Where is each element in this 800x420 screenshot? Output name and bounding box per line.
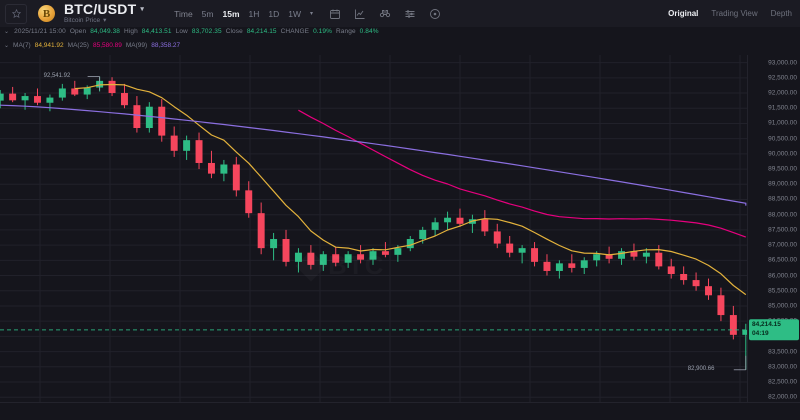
timeframe-bar: Time 5m 15m 1H 1D 1W ▾ xyxy=(174,9,313,19)
ohlc-low-label: Low xyxy=(175,28,188,35)
time-axis-bar xyxy=(0,402,800,420)
ohlc-info-row: ⌄ 2025/11/21 15:00 Open 84,049.38 High 8… xyxy=(4,28,379,35)
tab-original[interactable]: Original xyxy=(668,9,699,18)
settings-sliders-icon[interactable] xyxy=(404,8,416,20)
subtitle-text: Bitcoin Price xyxy=(64,17,101,25)
ohlc-close-value: 84,214.15 xyxy=(246,28,277,35)
price-tick-label: 90,500.00 xyxy=(768,135,797,143)
indicator-chart-icon[interactable] xyxy=(354,8,366,20)
ohlc-collapse-chevron-icon[interactable]: ⌄ xyxy=(4,29,10,35)
price-tick-label: 82,000.00 xyxy=(768,393,797,401)
high-price-annotation: 92,541.92 xyxy=(43,72,71,79)
timeframe-1d[interactable]: 1D xyxy=(268,8,280,19)
price-tick-label: 92,500.00 xyxy=(768,74,797,82)
ma25-value: 85,580.89 xyxy=(92,42,122,49)
ma25-label: MA(25) xyxy=(67,42,89,49)
tab-depth[interactable]: Depth xyxy=(770,9,792,18)
ma99-value: 88,358.27 xyxy=(151,42,181,49)
chart-header: B BTC/USDT ▾ Bitcoin Price ▾ Time 5m 15m… xyxy=(0,0,800,27)
timeframe-more-chevron-down-icon[interactable]: ▾ xyxy=(310,11,314,17)
price-tick-label: 88,500.00 xyxy=(768,195,797,203)
tab-trading-view[interactable]: Trading View xyxy=(711,9,758,18)
pair-subtitle[interactable]: Bitcoin Price ▾ xyxy=(64,18,144,25)
price-tick-label: 91,000.00 xyxy=(768,119,797,127)
ohlc-datetime: 2025/11/21 15:00 xyxy=(14,28,66,35)
chart-canvas xyxy=(0,55,748,420)
price-tick-label: 83,500.00 xyxy=(768,348,797,356)
ohlc-open-label: Open xyxy=(69,28,87,35)
price-tick-label: 90,000.00 xyxy=(768,150,797,158)
ma-collapse-chevron-icon[interactable]: ⌄ xyxy=(4,43,10,49)
price-tick-label: 82,500.00 xyxy=(768,378,797,386)
ma-legend-row: ⌄ MA(7) 84,941.92 MA(25) 85,580.89 MA(99… xyxy=(4,42,180,49)
calendar-icon[interactable] xyxy=(329,8,341,20)
pair-name: BTC/USDT xyxy=(64,1,137,18)
price-tick-label: 89,500.00 xyxy=(768,165,797,173)
ohlc-range-value: 0.84% xyxy=(359,28,379,35)
ohlc-range-label: Range xyxy=(336,28,356,35)
price-tick-label: 92,000.00 xyxy=(768,89,797,97)
subtitle-chevron-down-icon: ▾ xyxy=(103,17,107,25)
price-tick-label: 89,000.00 xyxy=(768,180,797,188)
price-tick-label: 88,000.00 xyxy=(768,211,797,219)
time-label: Time xyxy=(174,8,193,19)
timeframe-15m[interactable]: 15m xyxy=(222,8,240,19)
ma7-value: 84,941.92 xyxy=(34,42,64,49)
favorite-star-icon[interactable] xyxy=(5,3,27,24)
pair-title-block: BTC/USDT ▾ Bitcoin Price ▾ xyxy=(64,2,144,25)
candlestick-plot[interactable]: BTC 92,541.92 82,900.66 xyxy=(0,55,748,420)
price-tick-label: 85,500.00 xyxy=(768,287,797,295)
price-tick-label: 85,000.00 xyxy=(768,302,797,310)
low-price-annotation: 82,900.66 xyxy=(687,365,715,372)
timeframe-1w[interactable]: 1W xyxy=(288,8,301,19)
ohlc-change-value: 0.19% xyxy=(313,28,332,35)
ohlc-low-value: 83,702.35 xyxy=(191,28,222,35)
timeframe-1h[interactable]: 1H xyxy=(248,8,260,19)
price-tick-label: 91,500.00 xyxy=(768,104,797,112)
pair-selector[interactable]: BTC/USDT ▾ xyxy=(64,2,144,16)
target-icon[interactable] xyxy=(429,8,441,20)
view-mode-tabs: Original Trading View Depth xyxy=(668,0,792,27)
ohlc-high-label: High xyxy=(124,28,138,35)
chart-tools xyxy=(329,8,441,20)
ohlc-close-label: Close xyxy=(225,28,243,35)
chevron-down-icon: ▾ xyxy=(140,5,145,13)
binoculars-icon[interactable] xyxy=(379,8,391,20)
current-price-countdown: 04:19 xyxy=(752,329,769,337)
price-tick-label: 87,500.00 xyxy=(768,226,797,234)
price-tick-label: 83,000.00 xyxy=(768,363,797,371)
price-tick-label: 86,000.00 xyxy=(768,272,797,280)
price-tick-label: 93,000.00 xyxy=(768,59,797,67)
current-price-badge[interactable]: 84,214.15 04:19 xyxy=(749,319,799,341)
price-tick-label: 87,000.00 xyxy=(768,241,797,249)
timeframe-5m[interactable]: 5m xyxy=(201,8,214,19)
ohlc-high-value: 84,413.51 xyxy=(141,28,172,35)
price-tick-label: 86,500.00 xyxy=(768,256,797,264)
coin-logo-icon: B xyxy=(38,5,55,22)
ma99-label: MA(99) xyxy=(125,42,148,49)
ohlc-change-label: CHANGE xyxy=(280,28,310,35)
ohlc-open-value: 84,049.38 xyxy=(90,28,121,35)
current-price-value: 84,214.15 xyxy=(752,321,781,329)
price-axis[interactable]: 93,000.00 92,500.00 92,000.00 91,500.00 91,0… xyxy=(747,55,800,420)
coin-symbol: B xyxy=(42,7,51,20)
ma7-label: MA(7) xyxy=(13,42,31,49)
